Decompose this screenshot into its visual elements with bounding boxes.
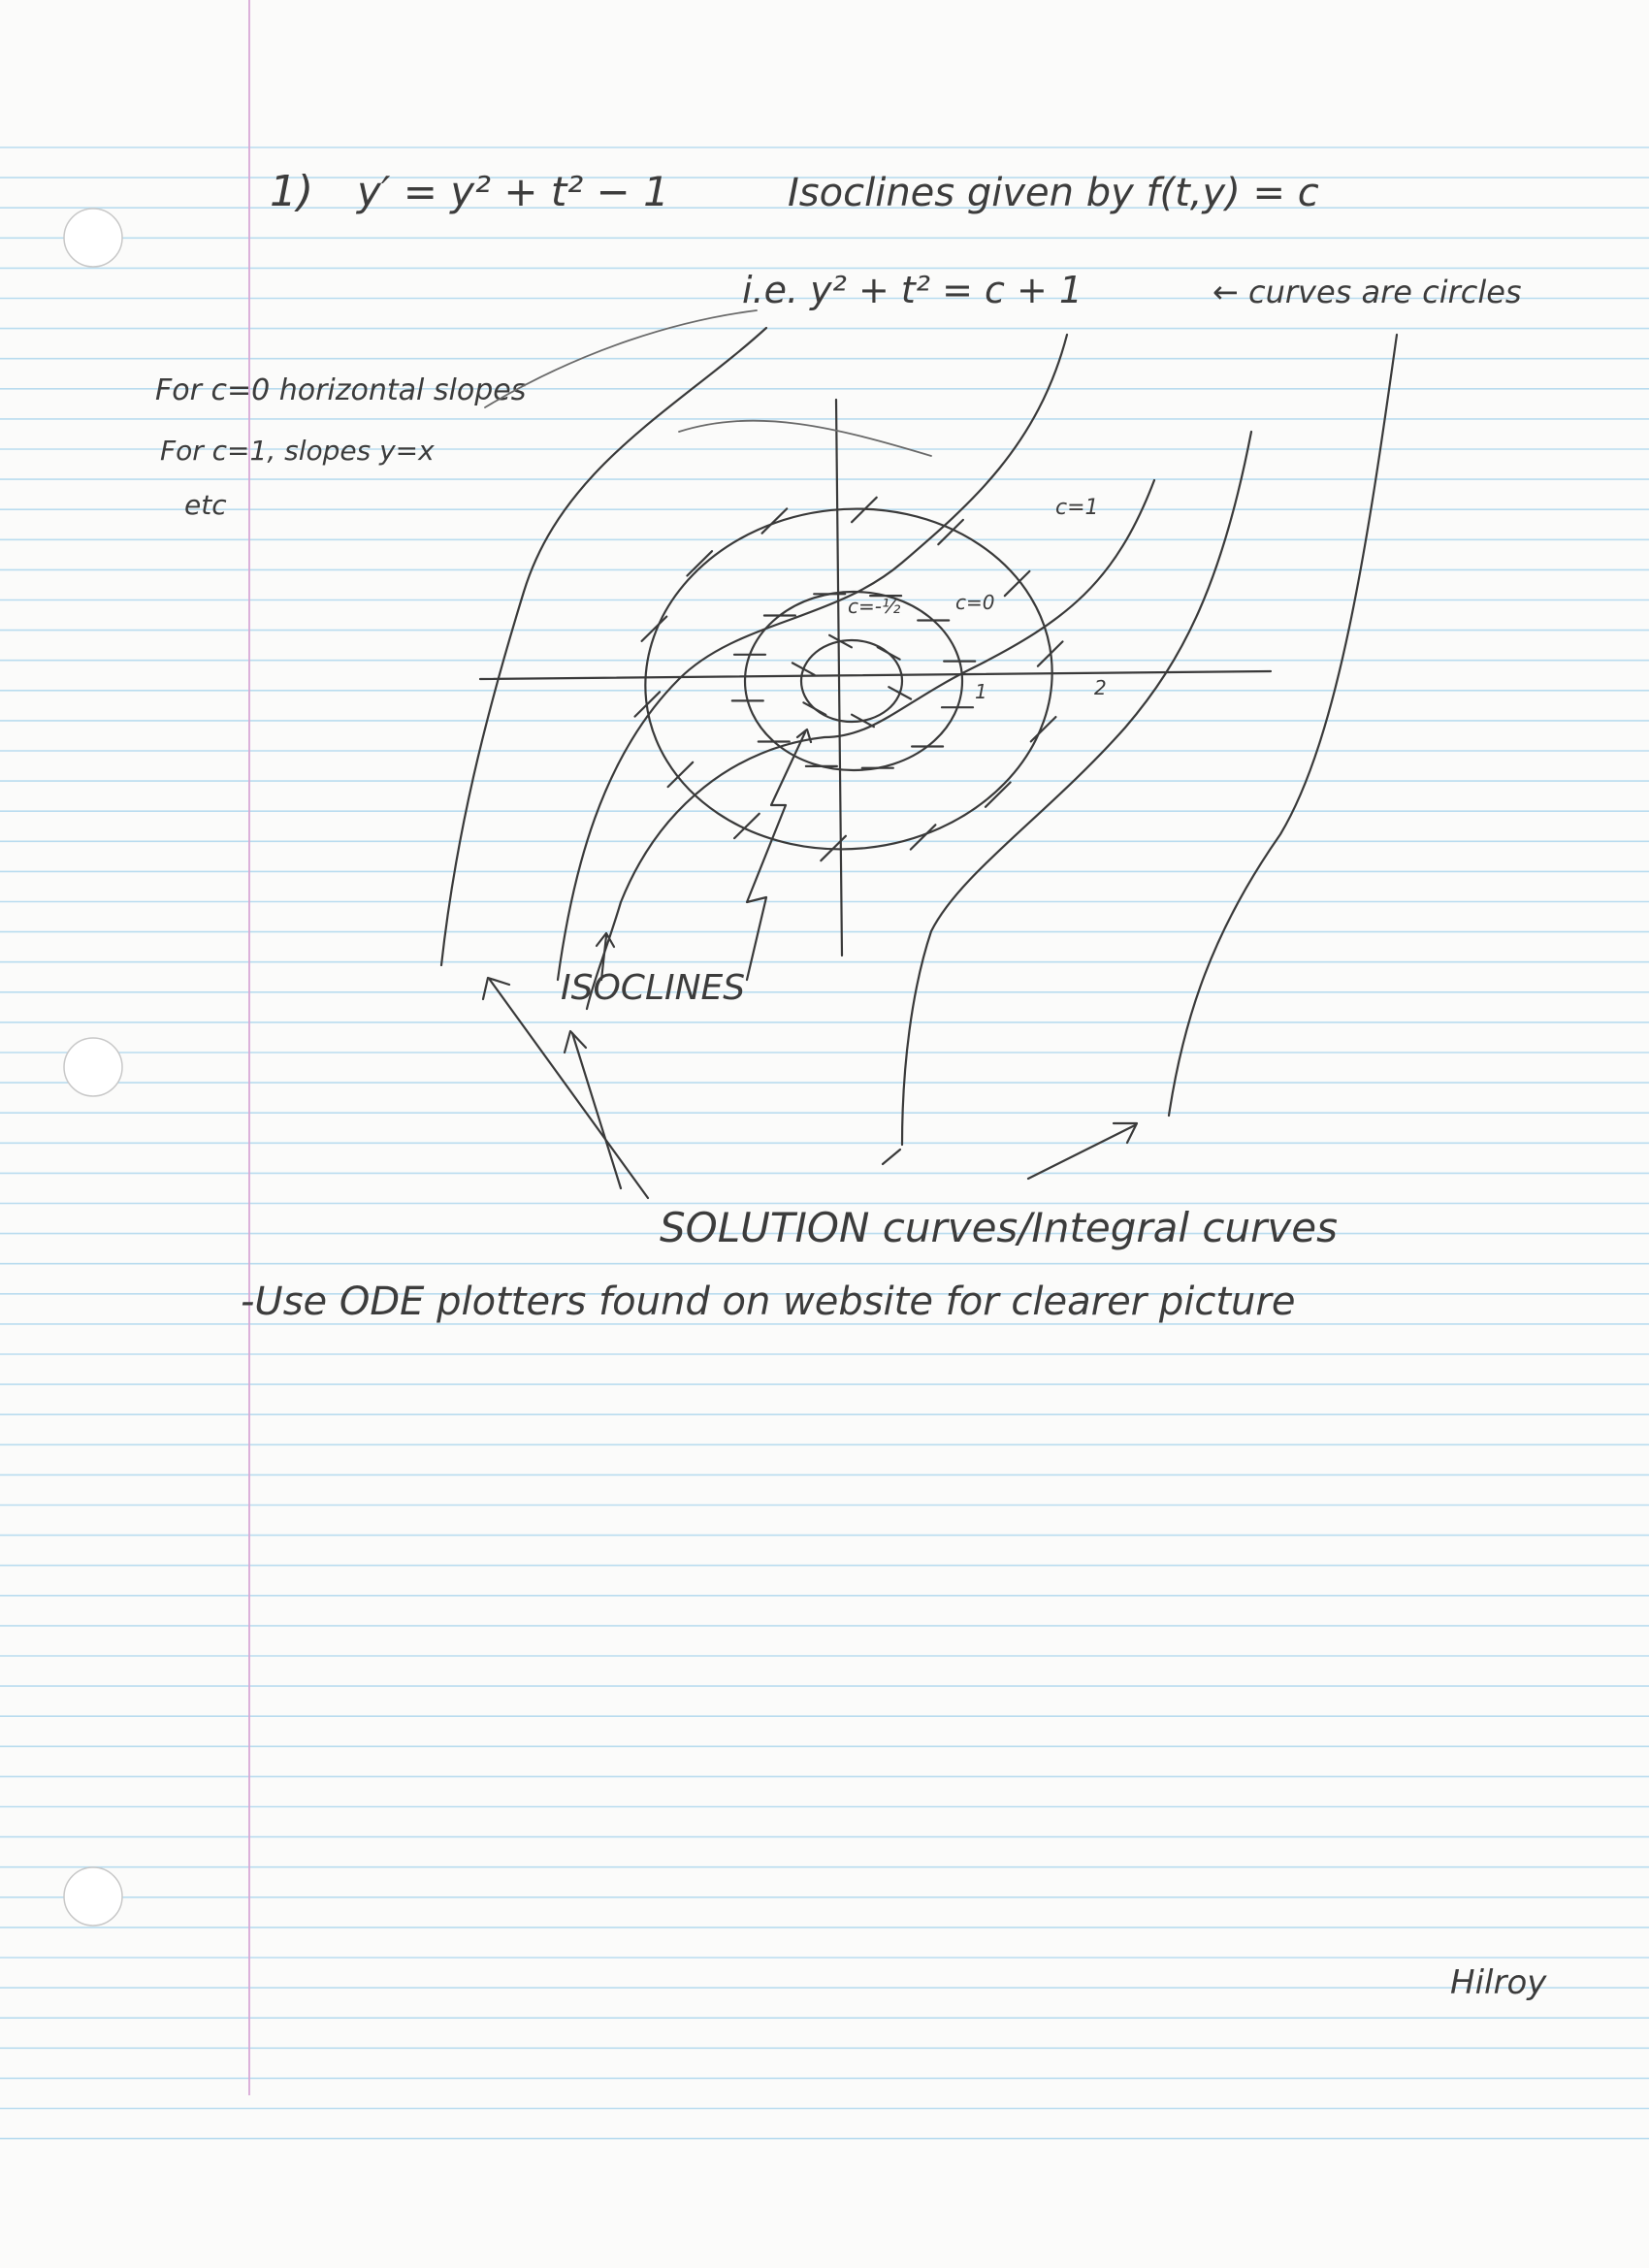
- solution-arrowhead-4: [1112, 1121, 1139, 1145]
- y-axis: [834, 398, 844, 957]
- solution-curves-label: SOLUTION curves/Integral curves: [660, 1204, 1338, 1251]
- solution-arrow-4: [1026, 1123, 1137, 1181]
- isocline-sketch: c=1 c=-½ c=0 1 2 ISOCLINES: [439, 309, 1399, 1200]
- note-c0: For c=0 horizontal slopes: [155, 373, 526, 407]
- slope-tick: [760, 507, 789, 535]
- solution-curve-2: [556, 333, 1069, 982]
- isoclines-small-arrowhead: [595, 931, 616, 949]
- solution-curve-3: [585, 478, 1156, 1011]
- slope-tick: [1003, 569, 1031, 598]
- solution-arrow-1: [488, 978, 650, 1200]
- solution-curve-faint: [678, 419, 932, 457]
- slope-tick: [791, 662, 816, 676]
- label-c-0: c=0: [955, 591, 994, 614]
- slope-tick: [686, 550, 714, 577]
- slope-tick: [1036, 640, 1064, 667]
- solution-curve-1: [439, 326, 768, 967]
- slope-tick: [666, 761, 695, 789]
- curves-note: ← curves are circles: [1212, 274, 1522, 310]
- slope-tick: [888, 686, 913, 700]
- ruled-lines: [0, 146, 1649, 2140]
- solution-curve-4: [900, 430, 1253, 1147]
- punch-hole-top: [63, 208, 123, 268]
- slope-ticks: [633, 496, 1064, 862]
- slope-tick: [732, 812, 760, 840]
- slope-tick: [640, 615, 668, 643]
- footer-note: -Use ODE plotters found on website for c…: [241, 1280, 1295, 1324]
- note-c1: For c=1, slopes y=x: [160, 435, 435, 467]
- slope-tick: [1029, 715, 1057, 743]
- isoclines-definition: Isoclines given by f(t,y) = c: [788, 171, 1319, 215]
- label-2: 2: [1094, 676, 1107, 699]
- label-c-1: c=1: [1055, 496, 1099, 520]
- solution-curve-faint-2: [484, 309, 758, 408]
- punch-hole-bottom: [63, 1866, 123, 1927]
- equation: y′ = y² + t² − 1: [355, 168, 669, 215]
- solution-arrow-3: [881, 1148, 902, 1166]
- isoclines-label: ISOCLINES: [561, 968, 745, 1008]
- label-c-neg-half: c=-½: [848, 595, 901, 618]
- solution-arrowhead-1: [481, 976, 511, 1001]
- slope-tick: [937, 518, 965, 546]
- punch-hole-middle: [63, 1037, 123, 1097]
- isocline-circle-c1: [644, 507, 1053, 851]
- isocline-circle-c0: [743, 590, 964, 772]
- slope-tick: [876, 646, 901, 661]
- slope-tick: [820, 834, 848, 862]
- slope-tick: [850, 496, 878, 524]
- ie-equation: i.e. y² + t² = c + 1: [742, 269, 1083, 311]
- t-axis: [478, 669, 1273, 681]
- isoclines-small-arrow: [599, 934, 608, 982]
- isoclines-arrow: [745, 730, 807, 982]
- slope-tick: [802, 701, 827, 716]
- hilroy-watermark: Hilroy: [1450, 1963, 1547, 2002]
- problem-number: 1): [270, 167, 313, 216]
- solution-arrowhead-2: [563, 1029, 588, 1054]
- note-etc: etc: [184, 489, 227, 521]
- isocline-circle-inner: [799, 638, 904, 724]
- slope-tick: [633, 691, 662, 718]
- isoclines-arrowhead: [795, 728, 813, 744]
- solution-arrow-2: [570, 1031, 623, 1190]
- solution-curve-5: [1167, 333, 1399, 1118]
- slope-tick: [850, 713, 876, 729]
- slope-tick: [827, 633, 854, 649]
- slope-tick: [909, 824, 937, 851]
- label-1: 1: [975, 680, 987, 703]
- slope-tick: [984, 781, 1012, 808]
